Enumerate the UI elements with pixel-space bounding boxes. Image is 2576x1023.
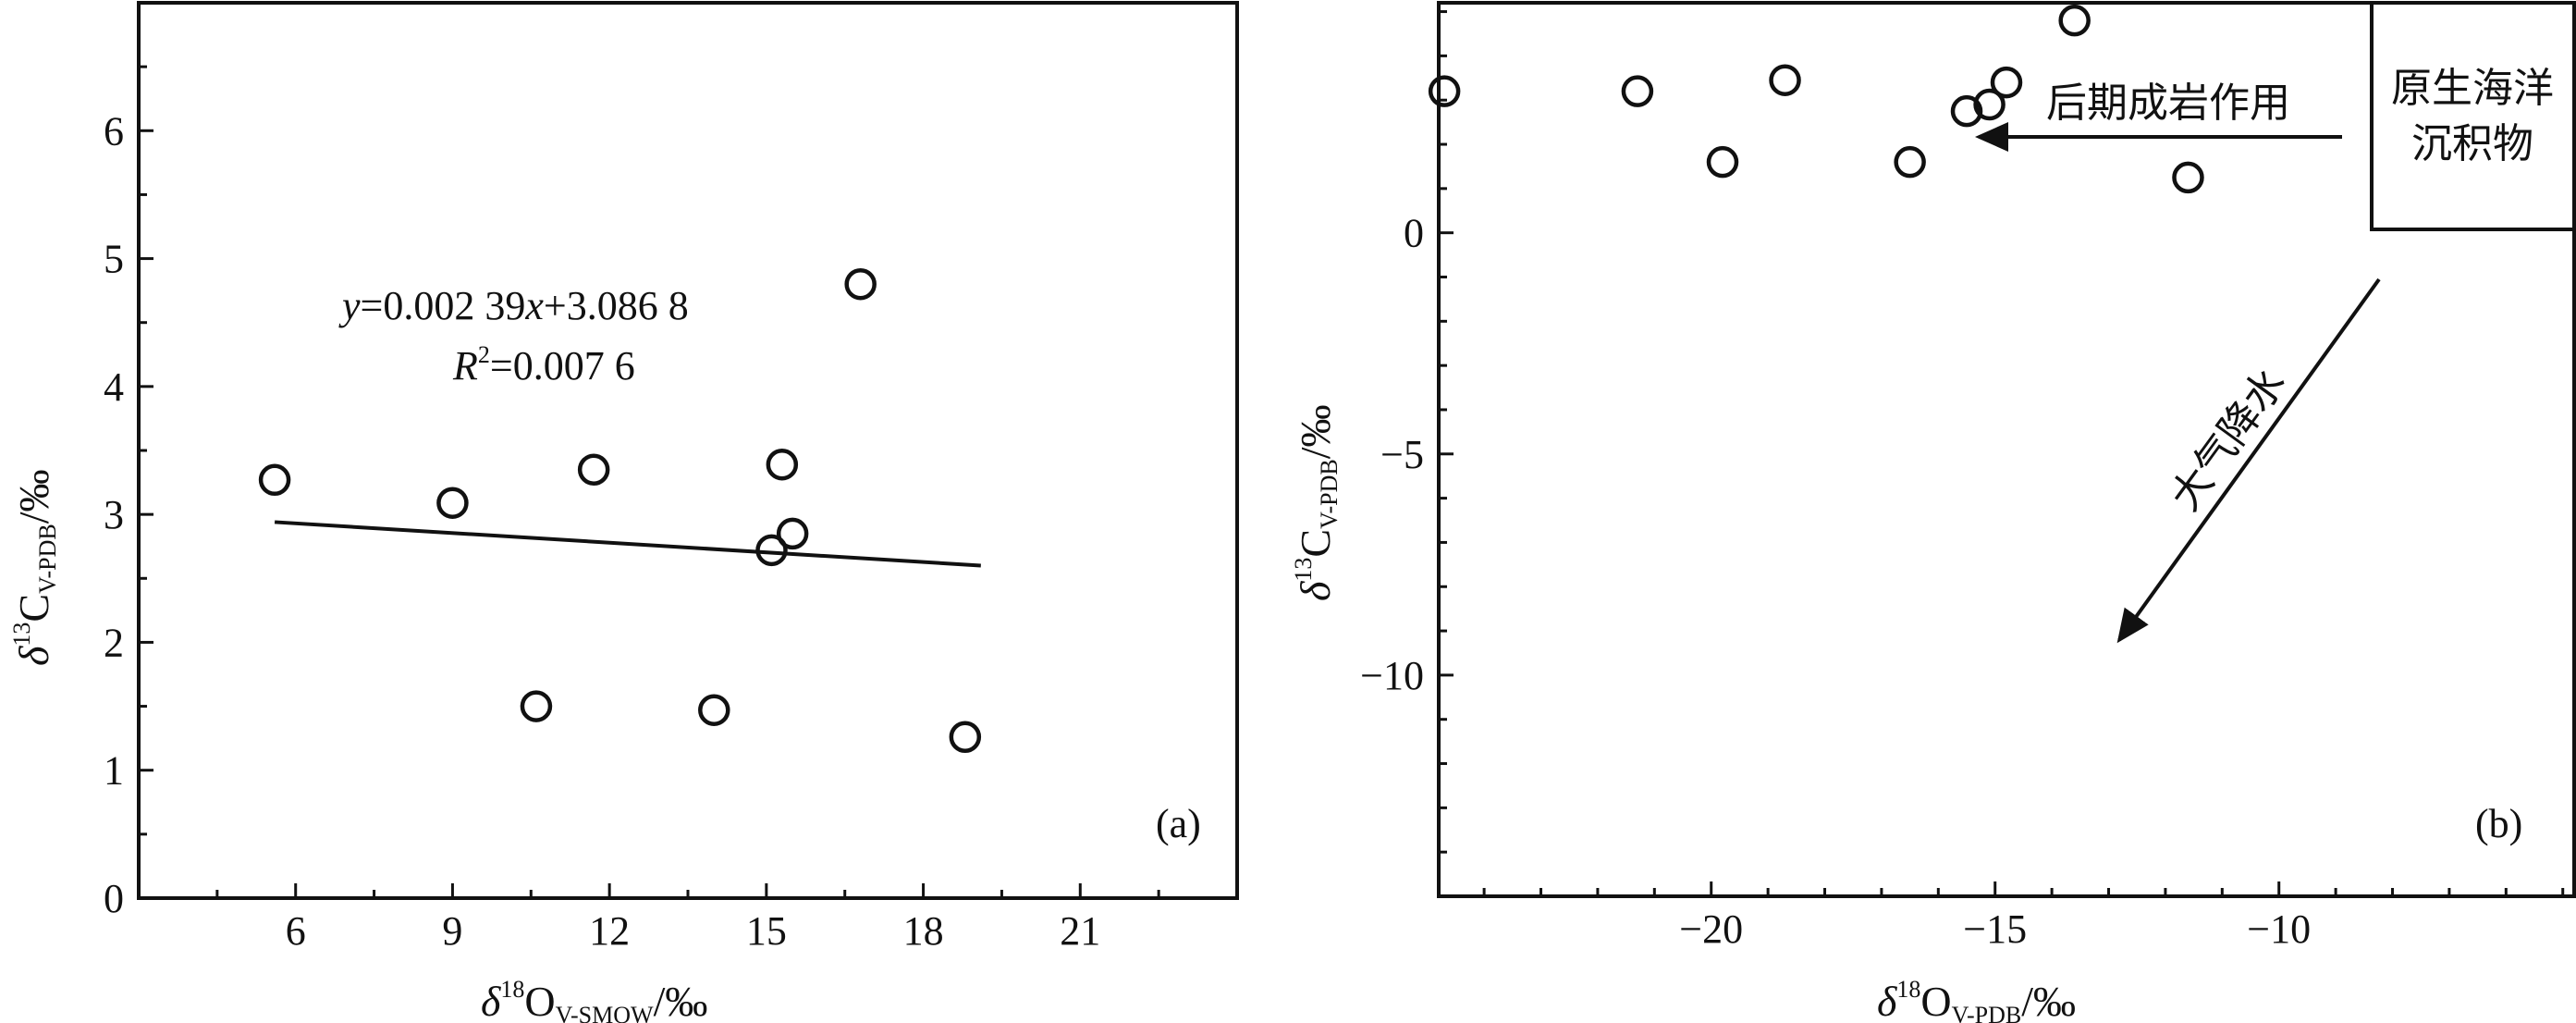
meteoric-water-arrow <box>2116 277 2381 644</box>
data-point <box>1973 88 2006 121</box>
panel-a-plot-area <box>137 1 1239 900</box>
y-tick-label: −10 <box>1360 653 1424 698</box>
panel-b-y-axis-label: δ13CV-PDB/‰ <box>1290 405 1343 602</box>
data-point <box>2172 161 2204 194</box>
panel-b-x-ticks: −20 −15 −10 <box>1482 881 2565 952</box>
data-point <box>755 534 788 567</box>
data-point <box>1950 94 1983 128</box>
y-tick-label: 3 <box>104 492 124 537</box>
x-tick-label: 12 <box>589 908 630 954</box>
data-point <box>844 267 877 301</box>
x-tick-label: 18 <box>903 908 944 954</box>
panel-a-label: (a) <box>1156 801 1201 846</box>
x-tick-label: −20 <box>1679 906 1743 952</box>
panel-a-y-ticks: 0 1 2 3 4 5 6 <box>104 65 153 921</box>
data-point <box>1894 145 1926 179</box>
data-point <box>577 453 610 486</box>
primary-marine-label-line2: 沉积物 <box>2411 120 2533 167</box>
primary-marine-sediment-box <box>2370 1 2576 231</box>
y-tick-label: 5 <box>104 237 124 282</box>
y-tick-label: 1 <box>104 748 124 794</box>
panel-b-label: (b) <box>2475 801 2522 846</box>
x-tick-label: −15 <box>1963 906 2027 952</box>
panel-b-plot-area <box>1437 1 2576 898</box>
panel-a-r-squared: R2=0.007 6 <box>452 341 635 388</box>
panel-a-trendline <box>274 520 981 568</box>
diagenesis-label: 后期成岩作用 <box>2046 80 2290 127</box>
data-point <box>1621 75 1654 107</box>
data-point <box>1428 75 1461 107</box>
data-point <box>776 517 809 550</box>
panel-a-points <box>258 267 982 754</box>
panel-a-equation: y=0.002 39x+3.086 8 <box>338 283 689 328</box>
data-point <box>698 694 730 726</box>
data-point <box>1990 66 2023 99</box>
x-tick-label: 21 <box>1060 908 1100 954</box>
meteoric-water-label: 大气降水 <box>2162 360 2296 519</box>
panel-b-x-axis-label: δ18OV-PDB/‰ <box>1877 976 2076 1023</box>
y-tick-label: 0 <box>104 876 124 921</box>
panel-a-x-ticks: 6 9 12 15 18 21 <box>215 883 1160 954</box>
y-tick-label: 6 <box>104 108 124 154</box>
panel-b-points <box>1428 4 2204 194</box>
panel-a-y-axis-label: δ13CV-PDB/‰ <box>8 470 61 667</box>
x-tick-label: 9 <box>442 908 462 954</box>
data-point <box>2058 4 2091 37</box>
x-tick-label: 15 <box>746 908 787 954</box>
x-tick-label: 6 <box>286 908 306 954</box>
y-tick-label: −5 <box>1380 432 1424 477</box>
data-point <box>949 721 982 754</box>
y-tick-label: 4 <box>104 364 124 410</box>
panel-a-x-axis-label: δ18OV-SMOW/‰ <box>481 976 707 1023</box>
data-point <box>1706 145 1739 179</box>
data-point <box>1769 64 1801 96</box>
data-point <box>520 690 553 722</box>
y-tick-label: 2 <box>104 620 124 665</box>
panel-b-y-ticks: −10 −5 0 <box>1360 10 1454 854</box>
y-tick-label: 0 <box>1404 211 1424 256</box>
data-point <box>766 448 799 481</box>
x-tick-label: −10 <box>2247 906 2311 952</box>
data-point <box>436 487 469 519</box>
panel-b: −20 −15 −10 −10 −5 0 原生海洋 沉积物 后期成岩作用 大气降水 (b… <box>1290 1 2576 1023</box>
primary-marine-label-line1: 原生海洋 <box>2391 65 2554 112</box>
data-point <box>258 463 291 497</box>
